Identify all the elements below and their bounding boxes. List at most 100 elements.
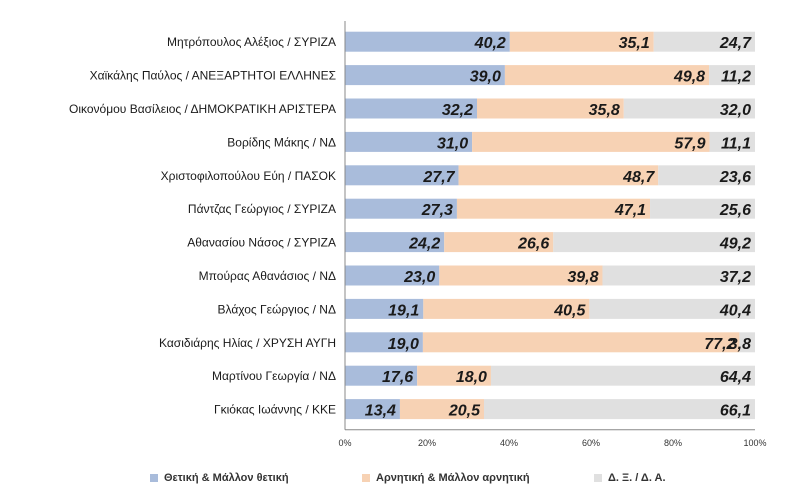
bar-positive xyxy=(345,98,478,119)
bar-negative xyxy=(504,65,710,86)
bar-positive xyxy=(345,131,473,152)
bar-negative xyxy=(417,365,491,386)
bar-no-answer xyxy=(709,65,755,86)
bar-positive xyxy=(345,332,423,353)
bar-positive xyxy=(345,65,505,86)
data-label: 47,1 xyxy=(614,202,646,219)
data-label: 25,6 xyxy=(719,202,751,219)
bar-no-answer xyxy=(739,332,755,353)
category-label: Μητρόπουλος Αλέξιος / ΣΥΡΙΖΑ xyxy=(167,35,336,49)
bar-negative xyxy=(456,198,651,219)
data-label: 26,6 xyxy=(517,236,549,253)
data-label: 48,7 xyxy=(622,169,655,186)
data-label: 11,2 xyxy=(721,69,751,86)
category-label: Αθανασίου Νάσος / ΣΥΡΙΖΑ xyxy=(187,236,336,250)
bar-positive xyxy=(345,232,445,253)
legend-label-no-answer: Δ. Ξ. / Δ. Α. xyxy=(608,472,666,484)
x-tick-label: 40% xyxy=(500,438,518,448)
data-label: 24,2 xyxy=(408,236,440,253)
data-label: 11,1 xyxy=(721,135,751,152)
category-label: Γκιόκας Ιωάννης / ΚΚΕ xyxy=(214,403,336,417)
data-label: 17,6 xyxy=(382,369,413,386)
data-label: 40,5 xyxy=(553,302,586,319)
bar-negative xyxy=(399,399,484,420)
bar-no-answer xyxy=(650,198,755,219)
x-tick-label: 0% xyxy=(338,438,351,448)
data-label: 40,2 xyxy=(474,35,506,52)
bar-positive xyxy=(345,399,400,420)
category-label: Οικονόμου Βασίλειος / ΔΗΜΟΚΡΑΤΙΚΗ ΑΡΙΣΤΕ… xyxy=(69,102,336,116)
bar-negative xyxy=(472,131,710,152)
data-label: 40,4 xyxy=(719,302,751,319)
bar-no-answer xyxy=(602,265,755,286)
bar-positive xyxy=(345,31,510,52)
category-label: Βλάχος Γεώργιος / ΝΔ xyxy=(218,302,337,316)
x-tick-label: 80% xyxy=(664,438,682,448)
bar-no-answer xyxy=(653,31,755,52)
x-tick-label: 20% xyxy=(418,438,436,448)
bar-positive xyxy=(345,198,457,219)
x-tick-label: 100% xyxy=(743,438,766,448)
bar-negative xyxy=(423,298,590,319)
category-label: Μπούρας Αθανάσιος / ΝΔ xyxy=(199,269,336,283)
data-label: 3,8 xyxy=(729,336,751,353)
data-label: 24,7 xyxy=(719,35,752,52)
data-label: 27,3 xyxy=(421,202,453,219)
data-label: 37,2 xyxy=(720,269,751,286)
legend-label-positive: Θετική & Μάλλον θετική xyxy=(164,472,289,484)
bar-negative xyxy=(477,98,624,119)
bar-no-answer xyxy=(623,98,755,119)
data-label: 20,5 xyxy=(448,403,481,420)
data-label: 66,1 xyxy=(720,403,751,420)
data-label: 35,8 xyxy=(589,102,620,119)
bar-no-answer xyxy=(709,131,755,152)
data-label: 77,2 xyxy=(704,336,735,353)
legend-item-positive: Θετική & Μάλλον θετική xyxy=(150,472,350,484)
bar-no-answer xyxy=(658,165,755,186)
data-label: 19,1 xyxy=(388,302,419,319)
category-label: Χαϊκάλης Παύλος / ΑΝΕΞΑΡΤΗΤΟΙ ΕΛΛΗΝΕΣ xyxy=(90,69,336,83)
bar-negative xyxy=(422,332,740,353)
data-label: 27,7 xyxy=(422,169,455,186)
legend-swatch-positive xyxy=(150,474,158,482)
category-label: Πάντζας Γεώργιος / ΣΥΡΙΖΑ xyxy=(188,202,336,216)
legend-item-no-answer: Δ. Ξ. / Δ. Α. xyxy=(594,472,666,484)
legend-item-negative: Αρνητική & Μάλλον αρνητική xyxy=(362,472,582,484)
data-label: 32,0 xyxy=(720,102,751,119)
data-label: 23,6 xyxy=(719,169,751,186)
data-label: 35,1 xyxy=(619,35,650,52)
category-label: Κασιδιάρης Ηλίας / ΧΡΥΣΗ ΑΥΓΗ xyxy=(159,336,336,350)
data-label: 39,8 xyxy=(567,269,598,286)
legend-swatch-no-answer xyxy=(594,474,602,482)
category-label: Βορίδης Μάκης / ΝΔ xyxy=(227,135,336,149)
bar-positive xyxy=(345,165,459,186)
bar-no-answer xyxy=(553,232,755,253)
bar-positive xyxy=(345,365,418,386)
bar-no-answer xyxy=(490,365,755,386)
data-label: 57,9 xyxy=(674,135,705,152)
legend-swatch-negative xyxy=(362,474,370,482)
bar-negative xyxy=(444,232,554,253)
bar-positive xyxy=(345,298,424,319)
legend: Θετική & Μάλλον θετική Αρνητική & Μάλλον… xyxy=(150,470,750,486)
data-label: 32,2 xyxy=(442,102,473,119)
category-label: Χριστοφιλοπούλου Εύη / ΠΑΣΟΚ xyxy=(161,169,336,183)
category-label: Μαρτίνου Γεωργία / ΝΔ xyxy=(212,369,336,383)
bar-negative xyxy=(439,265,603,286)
data-label: 23,0 xyxy=(403,269,435,286)
x-tick-label: 60% xyxy=(582,438,600,448)
data-label: 31,0 xyxy=(437,135,468,152)
bar-no-answer xyxy=(483,399,755,420)
data-label: 39,0 xyxy=(470,69,501,86)
data-label: 19,0 xyxy=(388,336,419,353)
bar-positive xyxy=(345,265,440,286)
data-label: 49,2 xyxy=(719,236,751,253)
data-label: 13,4 xyxy=(365,403,396,420)
bar-no-answer xyxy=(589,298,755,319)
data-label: 18,0 xyxy=(456,369,487,386)
legend-label-negative: Αρνητική & Μάλλον αρνητική xyxy=(376,472,530,484)
bar-negative xyxy=(509,31,654,52)
data-label: 49,8 xyxy=(673,69,705,86)
